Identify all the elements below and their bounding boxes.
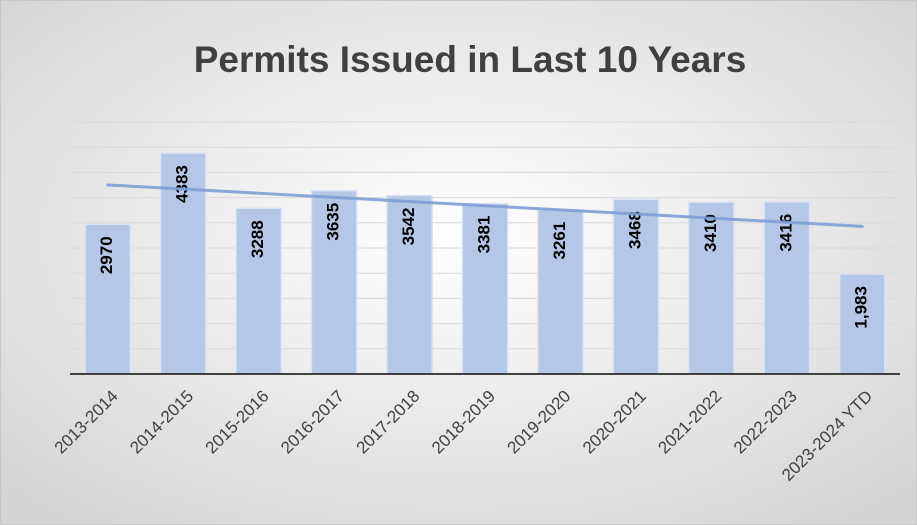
chart-title: Permits Issued in Last 10 Years [194,39,747,80]
data-label: 3381 [474,216,493,254]
data-label: 3635 [324,203,343,241]
data-label: 3542 [399,207,418,245]
bar [235,207,283,375]
data-label: 2970 [97,236,116,274]
trendline [106,183,864,228]
data-label: 3416 [776,214,795,252]
bar [612,198,660,375]
bar [763,201,811,375]
bar [838,273,886,375]
bar [310,190,358,375]
data-label: 3288 [248,220,267,258]
bar [84,223,132,375]
data-label: 3410 [701,214,720,252]
data-label: 1,983 [852,286,871,329]
data-label: 4383 [173,165,192,203]
data-label: 3261 [550,222,569,260]
bar [687,201,735,375]
bar [386,194,433,375]
data-label: 3468 [625,211,644,249]
